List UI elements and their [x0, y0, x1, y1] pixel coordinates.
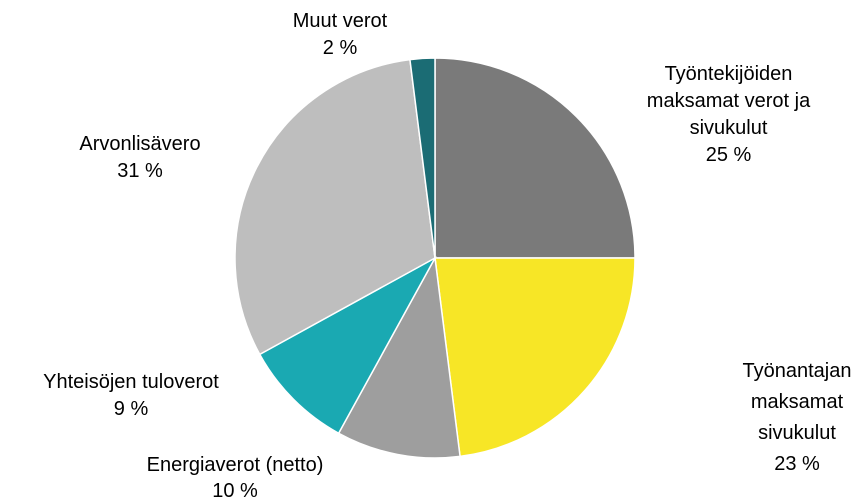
- value-label: 25 %: [705, 144, 752, 166]
- value-label: 23 %: [774, 453, 820, 475]
- pie-slice: [258, 256, 437, 435]
- pie: [234, 57, 636, 459]
- value-label: 31 %: [117, 160, 163, 182]
- category-label: Muut verot: [292, 10, 388, 32]
- slice-label: Yhteisöjen tuloverot 9 %: [0, 369, 262, 423]
- pie-slice: [234, 58, 436, 356]
- pie-slice: [434, 57, 636, 259]
- category-label: Arvonlisävero: [79, 133, 201, 155]
- pie-slice: [409, 57, 436, 259]
- category-label: Työntekijöiden maksamat verot ja sivukul…: [646, 63, 811, 139]
- pie-slice: [434, 257, 636, 458]
- slice-label: Energiaverot (netto) 10 %: [95, 452, 375, 501]
- category-label: Energiaverot (netto): [146, 454, 324, 476]
- value-label: 2 %: [322, 37, 358, 59]
- category-label: Yhteisöjen tuloverot: [43, 371, 219, 393]
- slice-label: Muut verot 2 %: [260, 8, 420, 62]
- pie-slice: [337, 255, 461, 459]
- slice-label: Työnantajan maksamat sivukulut 23 %: [727, 356, 854, 480]
- value-label: 9 %: [113, 398, 149, 420]
- value-label: 10 %: [212, 480, 258, 501]
- slice-label: Arvonlisävero 31 %: [40, 131, 240, 185]
- slice-label: Työntekijöiden maksamat verot ja sivukul…: [636, 61, 821, 169]
- category-label: Työnantajan maksamat sivukulut: [742, 360, 852, 444]
